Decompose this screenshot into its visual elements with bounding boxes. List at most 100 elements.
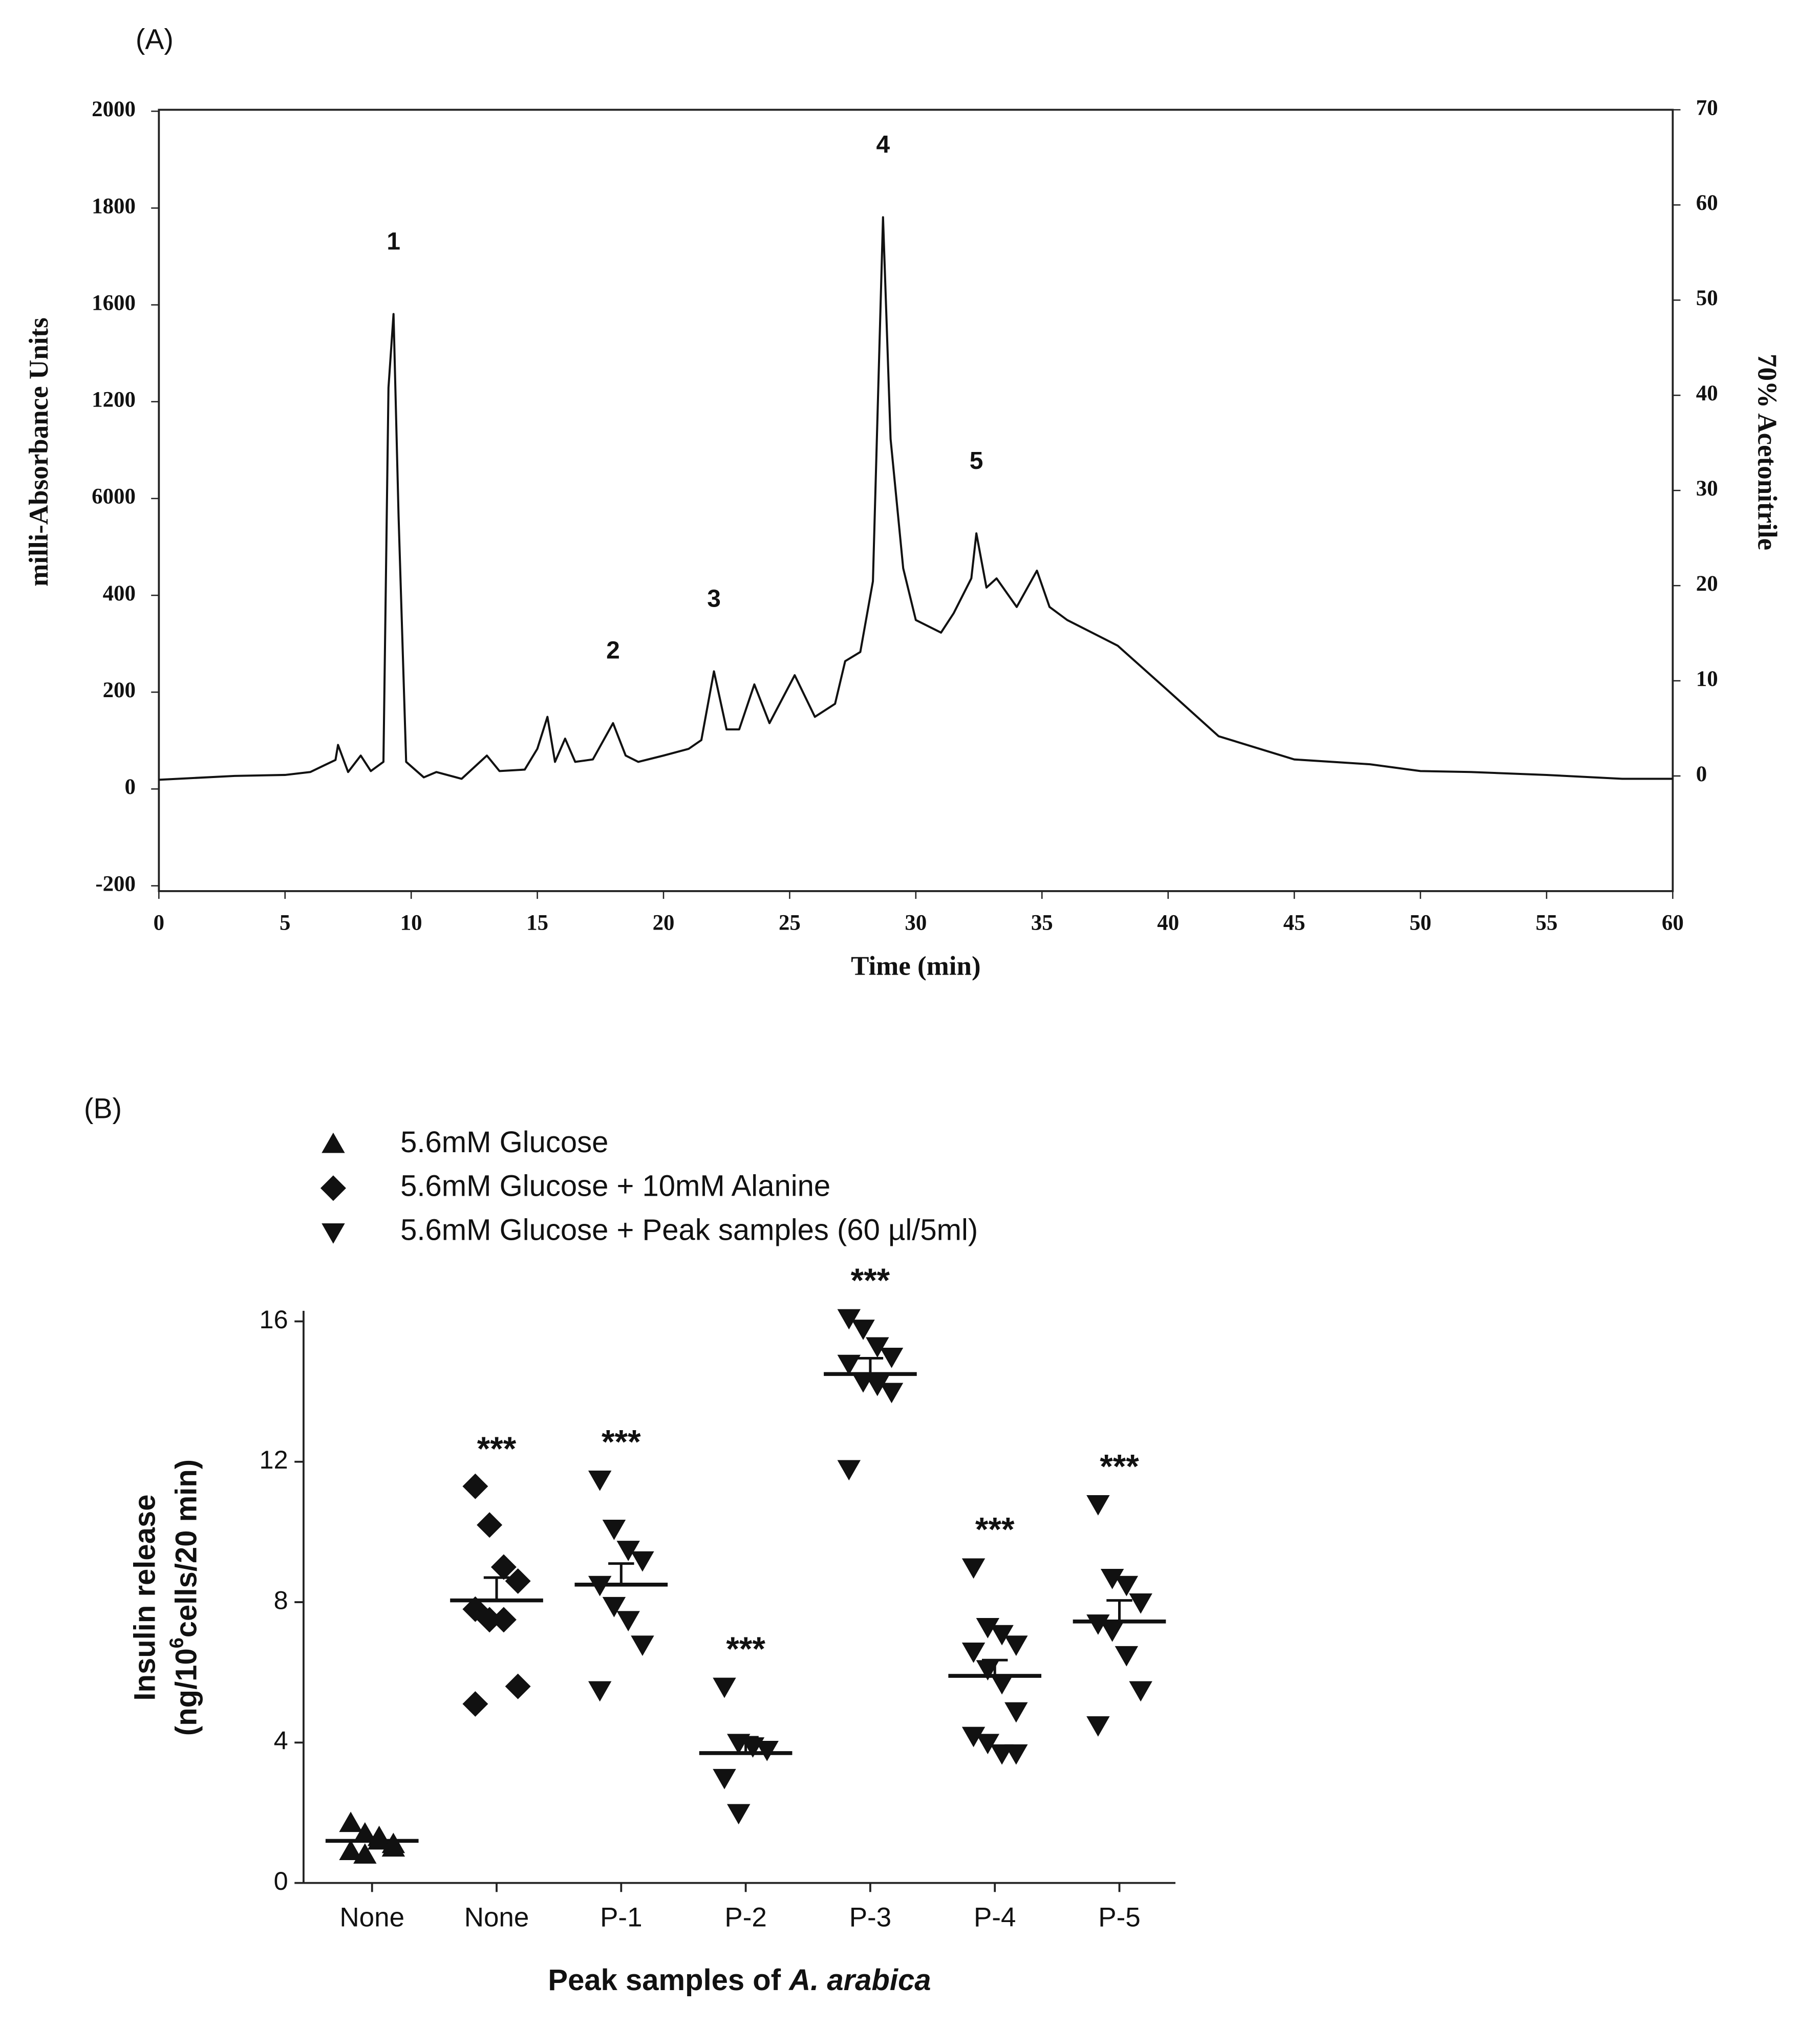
peak-label: 2 [606, 637, 620, 664]
data-point [713, 1768, 736, 1789]
data-point [976, 1618, 1000, 1638]
y2-tick-label: 30 [1696, 477, 1718, 501]
y2-tick-label: 70 [1696, 96, 1718, 120]
y-tick-label: 1200 [92, 388, 136, 412]
y-tick-label: 1800 [92, 194, 136, 218]
data-point [837, 1309, 861, 1330]
data-point [1115, 1646, 1139, 1667]
x-tick-label: 40 [1157, 911, 1179, 935]
x-axis-label-italic: A. arabica [788, 1964, 931, 1997]
x-tick-label: 20 [653, 911, 675, 935]
data-point [588, 1681, 612, 1702]
data-point [837, 1354, 861, 1375]
legend-label: 5.6mM Glucose + Peak samples (60 µl/5ml) [400, 1213, 978, 1246]
data-point [880, 1348, 904, 1368]
legend-label: 5.6mM Glucose + 10mM Alanine [400, 1170, 830, 1203]
y-axis-label-line: (ng/10 [170, 1648, 203, 1736]
data-point [381, 1832, 405, 1853]
peak-label: 5 [970, 447, 983, 474]
data-point [602, 1520, 626, 1540]
x-tick-label: 50 [1409, 911, 1431, 935]
y2-tick-label: 10 [1696, 667, 1718, 691]
significance-label: *** [602, 1423, 641, 1460]
data-point [490, 1554, 517, 1580]
x-tick-label: 35 [1031, 911, 1053, 935]
data-point [588, 1471, 612, 1491]
y-tick-label: 0 [274, 1866, 288, 1895]
data-point [1004, 1744, 1028, 1765]
x-tick-label: None [339, 1902, 404, 1932]
data-point [477, 1607, 503, 1633]
x-tick-label: 45 [1283, 911, 1305, 935]
x-tick-label: 5 [280, 911, 290, 935]
y-tick-label: 16 [260, 1305, 288, 1334]
x-tick-label: P-4 [974, 1902, 1016, 1932]
x-tick-label: P-3 [849, 1902, 891, 1932]
x-axis-label-part: Peak samples of [548, 1964, 789, 1997]
y2-tick-label: 40 [1696, 381, 1718, 405]
data-point [1100, 1621, 1124, 1642]
panel-label: (A) [136, 23, 174, 55]
data-point [880, 1383, 904, 1404]
x-tick-label: 15 [526, 911, 548, 935]
data-point [837, 1460, 861, 1481]
y-tick-label: 12 [260, 1445, 288, 1474]
data-point [1129, 1593, 1152, 1614]
y-axis-label-sup: 6 [166, 1637, 187, 1648]
data-point [1086, 1495, 1110, 1516]
y2-tick-label: 60 [1696, 191, 1718, 215]
data-point [990, 1674, 1014, 1695]
y-axis-label: Insulin release (ng/106cells/20 min) [129, 1459, 203, 1736]
data-point [1004, 1702, 1028, 1723]
x-tick-label: P-1 [600, 1902, 642, 1932]
x-axis-label: Time (min) [851, 951, 981, 981]
data-point [631, 1635, 654, 1656]
y-tick-label: -200 [95, 872, 136, 896]
significance-label: *** [726, 1630, 765, 1668]
legend-marker [322, 1223, 345, 1244]
data-point [616, 1541, 640, 1561]
peak-label: 1 [387, 228, 400, 255]
data-point [462, 1691, 488, 1717]
x-tick-label: 55 [1536, 911, 1558, 935]
y2-axis-label: 70% Acetonitrile [1752, 354, 1782, 550]
data-point [490, 1607, 517, 1633]
legend-label: 5.6mM Glucose [400, 1126, 608, 1159]
data-point [477, 1512, 503, 1538]
significance-label: *** [1100, 1448, 1139, 1485]
data-point [851, 1320, 875, 1340]
y-axis-label: milli-Absorbance Units [24, 317, 54, 586]
data-point [353, 1843, 377, 1864]
x-axis-label: Peak samples of A. arabica [548, 1964, 931, 1997]
significance-label: *** [477, 1430, 517, 1468]
peak-label: 4 [876, 131, 890, 158]
y-axis-label-line: cells/20 min) [170, 1459, 203, 1637]
data-point [1004, 1635, 1028, 1656]
data-point [1129, 1681, 1152, 1702]
y-tick-label: 200 [103, 678, 136, 702]
data-point [505, 1673, 531, 1699]
data-point [631, 1551, 654, 1572]
y-axis-label-line: Insulin release [129, 1495, 162, 1701]
x-tick-label: P-2 [724, 1902, 766, 1932]
legend-marker [320, 1175, 346, 1201]
y-tick-label: 0 [124, 775, 135, 799]
legend-marker [322, 1132, 345, 1153]
data-point [339, 1840, 362, 1860]
x-tick-label: P-5 [1098, 1902, 1140, 1932]
x-tick-label: 10 [400, 911, 422, 935]
trace [159, 216, 1673, 781]
y-tick-label: 4 [274, 1726, 288, 1755]
x-tick-label: 30 [905, 911, 927, 935]
y-tick-label: 2000 [92, 97, 136, 121]
data-point [602, 1596, 626, 1617]
data-point [755, 1741, 779, 1761]
x-tick-label: 25 [779, 911, 801, 935]
data-point [339, 1811, 362, 1832]
data-point [462, 1473, 488, 1499]
peak-label: 3 [707, 585, 721, 612]
data-point [1086, 1716, 1110, 1737]
data-point [976, 1734, 1000, 1755]
data-point [866, 1375, 889, 1396]
